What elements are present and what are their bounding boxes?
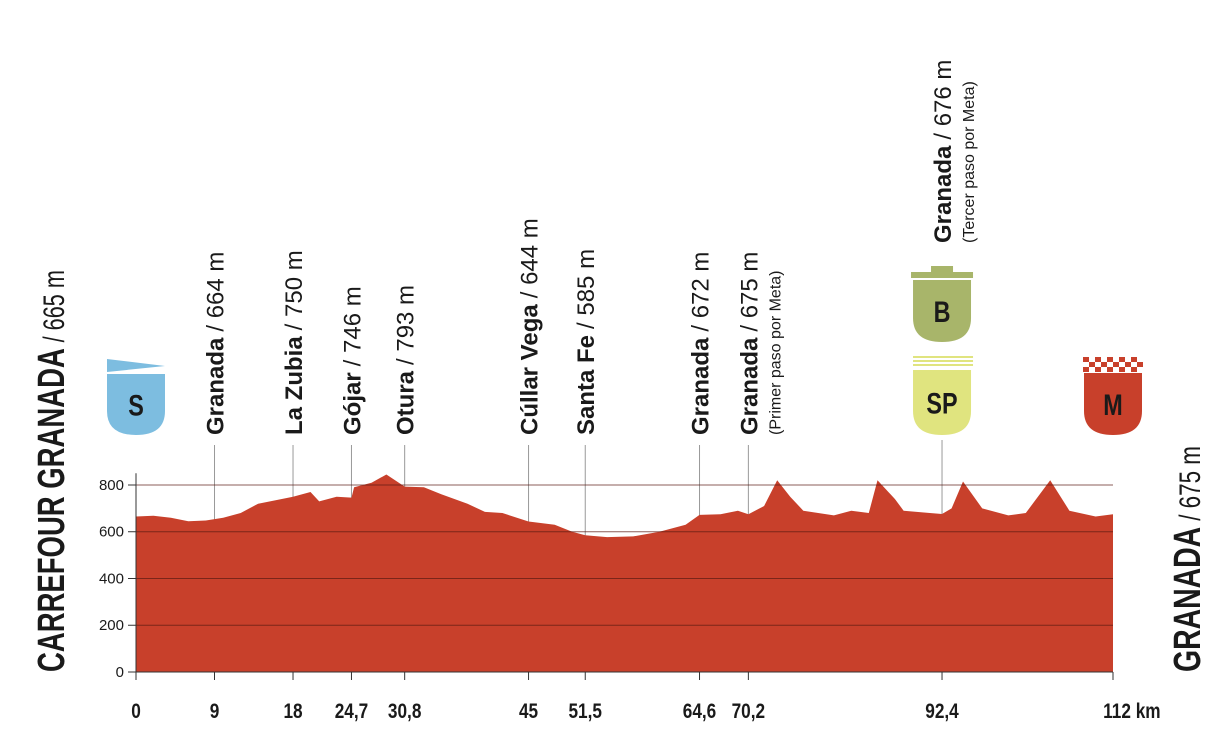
waypoint-elevation: / 644 m xyxy=(517,218,544,298)
x-tick-label: 51,5 xyxy=(568,701,602,724)
badge-shield xyxy=(1084,373,1142,435)
finish-check xyxy=(1137,362,1143,367)
bonus-top xyxy=(931,266,954,272)
waypoint-elevation: / 675 m xyxy=(736,252,763,332)
finish-check xyxy=(1101,362,1107,367)
badge-letter: B xyxy=(934,295,951,328)
finish-check xyxy=(1107,357,1113,362)
finish-check xyxy=(1119,367,1125,372)
finish-check xyxy=(1119,357,1125,362)
waypoint-label: Granada / 672 m xyxy=(688,252,715,435)
waypoint-elevation: / 746 m xyxy=(339,286,366,366)
finish-check xyxy=(1131,367,1137,372)
waypoint-note: (Tercer paso por Meta) xyxy=(961,81,978,243)
y-tick-label: 200 xyxy=(99,617,124,634)
y-tick-label: 800 xyxy=(99,477,124,494)
x-tick-label: 30,8 xyxy=(388,701,422,724)
finish-elevation: / 675 m xyxy=(1174,446,1207,521)
waypoint-elevation: / 672 m xyxy=(688,252,715,332)
badge-letter: M xyxy=(1103,388,1122,421)
y-tick-label: 0 xyxy=(116,664,124,681)
x-tick-label: 0 xyxy=(131,701,141,724)
start-elevation: / 665 m xyxy=(38,270,71,342)
x-tick-label: 9 xyxy=(210,701,220,724)
finish-check xyxy=(1083,367,1089,372)
x-tick-label: 24,7 xyxy=(335,701,369,724)
finish-check xyxy=(1125,362,1131,367)
waypoint-elevation: / 793 m xyxy=(393,285,420,365)
waypoint-name: Cúllar Vega xyxy=(517,304,544,435)
y-tick-label: 600 xyxy=(99,524,124,541)
profile-area xyxy=(136,474,1113,672)
finish-check xyxy=(1089,362,1095,367)
waypoint-name: Gójar xyxy=(339,372,366,435)
finish-title: GRANADA / 675 m xyxy=(1167,446,1209,672)
waypoint-elevation: / 676 m xyxy=(930,60,957,140)
waypoint-note: (Primer paso por Meta) xyxy=(767,271,784,436)
finish-check xyxy=(1113,362,1119,367)
bonus-band xyxy=(911,272,974,278)
finish-check xyxy=(1131,357,1137,362)
badge-shield xyxy=(107,374,165,435)
waypoint-label: Granada / 676 m xyxy=(930,60,957,243)
waypoint-label: Granada / 675 m xyxy=(736,252,763,435)
waypoint-label: Santa Fe / 585 m xyxy=(573,249,600,435)
waypoint-elevation: / 585 m xyxy=(573,249,600,329)
x-tick-label: 92,4 xyxy=(925,701,959,724)
waypoint-name: Santa Fe xyxy=(573,335,600,435)
waypoint-label: La Zubia / 750 m xyxy=(281,250,308,435)
start-name: CARREFOUR GRANADA xyxy=(31,348,73,672)
x-tick-label: 70,2 xyxy=(732,701,766,724)
x-tick-label: 64,6 xyxy=(683,701,717,724)
waypoint-name: Otura xyxy=(393,370,420,435)
waypoint-name: Granada xyxy=(930,145,957,243)
waypoint-label: Gójar / 746 m xyxy=(339,286,366,435)
waypoint-label: Cúllar Vega / 644 m xyxy=(517,218,544,435)
finish-check xyxy=(1095,357,1101,362)
badge-letter: S xyxy=(128,389,144,422)
start-flag xyxy=(107,359,165,372)
badge-letter: SP xyxy=(926,387,957,420)
waypoint-name: Granada xyxy=(736,337,763,435)
finish-check xyxy=(1083,357,1089,362)
waypoint-elevation: / 664 m xyxy=(203,252,230,332)
waypoint-elevation: / 750 m xyxy=(281,250,308,330)
waypoint-name: Granada xyxy=(203,337,230,435)
x-tick-label: 112 km xyxy=(1103,701,1160,724)
waypoint-name: Granada xyxy=(688,337,715,435)
waypoint-name: La Zubia xyxy=(281,336,308,435)
x-tick-label: 45 xyxy=(519,701,538,724)
y-tick-label: 400 xyxy=(99,570,124,587)
waypoint-label: Granada / 664 m xyxy=(203,252,230,435)
finish-check xyxy=(1095,367,1101,372)
waypoint-label: Otura / 793 m xyxy=(393,285,420,435)
start-title: CARREFOUR GRANADA / 665 m xyxy=(31,270,73,672)
x-tick-label: 18 xyxy=(283,701,302,724)
finish-name: GRANADA xyxy=(1167,527,1209,672)
badge-shield xyxy=(913,370,972,435)
badge-shield xyxy=(913,280,972,342)
finish-check xyxy=(1107,367,1113,372)
